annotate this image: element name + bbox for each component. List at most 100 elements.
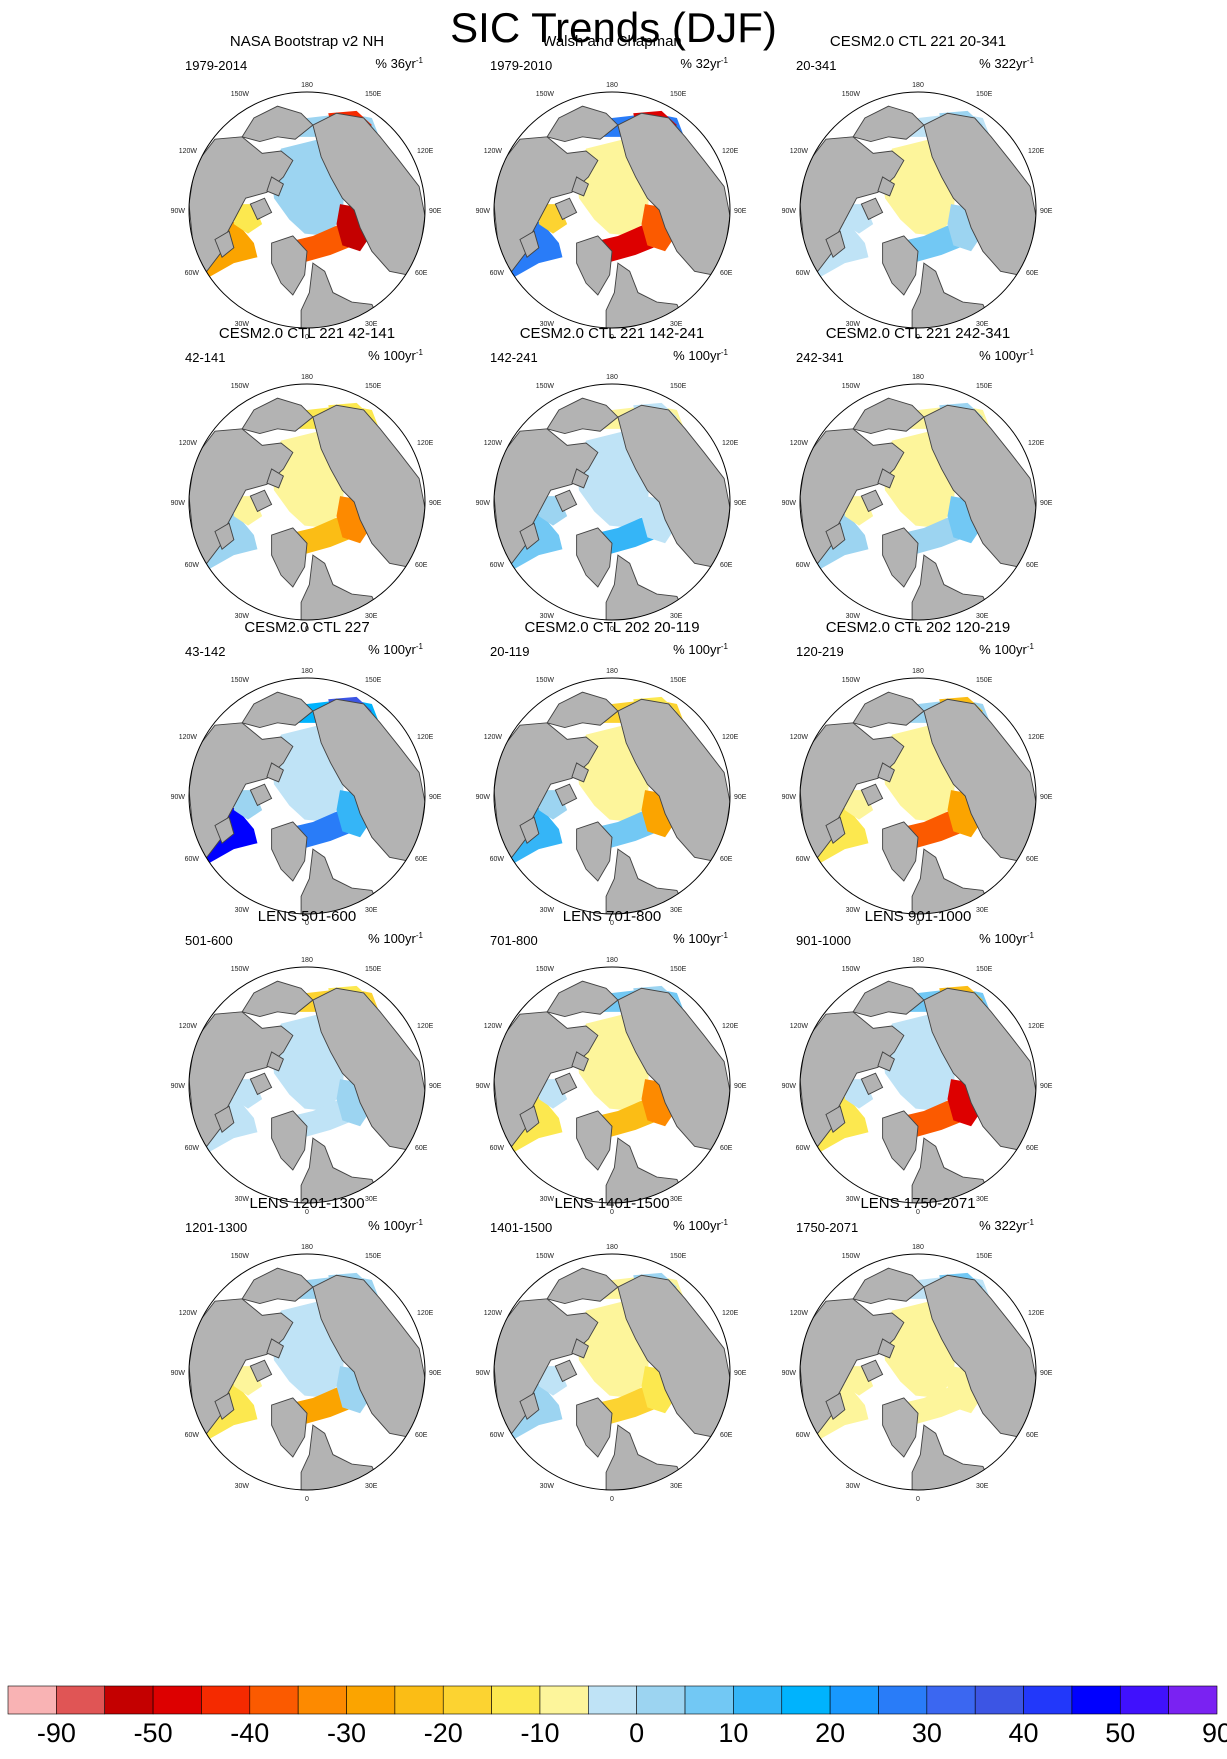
land: [266, 762, 284, 783]
longitude-label: 150W: [536, 677, 555, 684]
longitude-label: 150W: [842, 91, 861, 98]
longitude-label: 60E: [1026, 562, 1039, 569]
longitude-label: 30E: [976, 613, 989, 620]
land: [519, 230, 540, 258]
longitude-label: 60W: [796, 1145, 811, 1152]
land: [882, 1397, 919, 1458]
longitude-label: 120E: [1028, 1310, 1045, 1317]
land: [266, 176, 284, 197]
longitude-label: 60W: [185, 1432, 200, 1439]
longitude-label: 180: [301, 82, 313, 89]
longitude-label: 90W: [476, 1083, 491, 1090]
longitude-label: 90E: [734, 794, 747, 801]
land-mask: [800, 980, 1036, 1203]
panel-title: CESM2.0 CTL 221 242-341: [826, 325, 1011, 342]
colorbar-swatch: [829, 1685, 879, 1715]
map-border: [493, 91, 731, 329]
longitude-label: 60E: [415, 856, 428, 863]
map-border: [799, 966, 1037, 1204]
longitude-label: 30W: [540, 613, 555, 620]
longitude-label: 150E: [670, 383, 687, 390]
longitude-label: 120W: [179, 148, 198, 155]
land: [266, 1051, 284, 1072]
longitude-label: 30W: [846, 613, 861, 620]
longitude-label: 60E: [1026, 1432, 1039, 1439]
land: [214, 1392, 235, 1420]
longitude-label: 180: [301, 374, 313, 381]
colorbar-swatch: [1071, 1685, 1121, 1715]
longitude-label: 120E: [722, 440, 739, 447]
land: [249, 489, 273, 513]
longitude-label: 60W: [490, 562, 505, 569]
longitude-label: 60W: [185, 270, 200, 277]
longitude-label: 120E: [1028, 440, 1045, 447]
longitude-label: 120E: [417, 440, 434, 447]
land: [241, 1267, 314, 1305]
panel-title: CESM2.0 CTL 202 120-219: [826, 619, 1011, 636]
longitude-label: 60E: [1026, 856, 1039, 863]
longitude-label: 30E: [365, 907, 378, 914]
land: [249, 197, 273, 221]
longitude-label: 150W: [536, 91, 555, 98]
colorbar-swatch: [249, 1685, 299, 1715]
longitude-label: 150E: [365, 677, 382, 684]
longitude-label: 150W: [536, 966, 555, 973]
land: [519, 816, 540, 844]
unit-label: % 100yr-1: [979, 348, 1034, 363]
longitude-label: 120W: [790, 1310, 809, 1317]
longitude-label: 150E: [976, 91, 993, 98]
land: [571, 1338, 589, 1359]
colorbar-label: -40: [230, 1718, 269, 1748]
colorbar-swatch: [878, 1685, 928, 1715]
longitude-label: 30W: [235, 907, 250, 914]
colorbar-label: -20: [424, 1718, 463, 1748]
land: [877, 1051, 895, 1072]
period-label: 242-341: [796, 350, 844, 365]
longitude-label: 30W: [235, 613, 250, 620]
longitude-label: 120E: [417, 148, 434, 155]
land: [271, 1397, 308, 1458]
longitude-label: 0: [305, 626, 309, 633]
longitude-label: 90W: [782, 1370, 797, 1377]
longitude-label: 60W: [490, 856, 505, 863]
longitude-label: 90W: [476, 794, 491, 801]
longitude-label: 120W: [179, 440, 198, 447]
longitude-label: 180: [912, 668, 924, 675]
longitude-label: 150E: [976, 383, 993, 390]
colorbar-label: 50: [1105, 1718, 1135, 1748]
longitude-label: 120E: [1028, 148, 1045, 155]
longitude-label: 60W: [490, 1432, 505, 1439]
colorbar-swatch: [781, 1685, 831, 1715]
longitude-label: 90W: [171, 1370, 186, 1377]
land: [571, 176, 589, 197]
longitude-label: 150W: [842, 1253, 861, 1260]
longitude-label: 30W: [540, 321, 555, 328]
longitude-label: 60E: [1026, 1145, 1039, 1152]
longitude-label: 30W: [235, 1483, 250, 1490]
longitude-label: 150W: [231, 1253, 250, 1260]
longitude-label: 120W: [484, 1023, 503, 1030]
longitude-label: 150W: [842, 383, 861, 390]
unit-label: % 100yr-1: [673, 931, 728, 946]
longitude-label: 120W: [484, 148, 503, 155]
longitude-label: 0: [916, 1496, 920, 1503]
longitude-label: 120E: [722, 1310, 739, 1317]
colorbar-label: 30: [912, 1718, 942, 1748]
land: [825, 230, 846, 258]
longitude-label: 30E: [670, 613, 683, 620]
land: [241, 980, 314, 1018]
longitude-label: 30W: [235, 1196, 250, 1203]
longitude-label: 150E: [365, 91, 382, 98]
land: [214, 522, 235, 550]
panel-title: CESM2.0 CTL 221 142-241: [520, 325, 705, 342]
longitude-label: 60E: [720, 856, 733, 863]
land-mask: [189, 980, 425, 1203]
land: [860, 1359, 884, 1383]
map-border: [493, 1253, 731, 1491]
land-mask: [189, 105, 425, 328]
land: [860, 197, 884, 221]
longitude-label: 60E: [415, 1432, 428, 1439]
longitude-label: 60E: [1026, 270, 1039, 277]
period-label: 43-142: [185, 644, 225, 659]
